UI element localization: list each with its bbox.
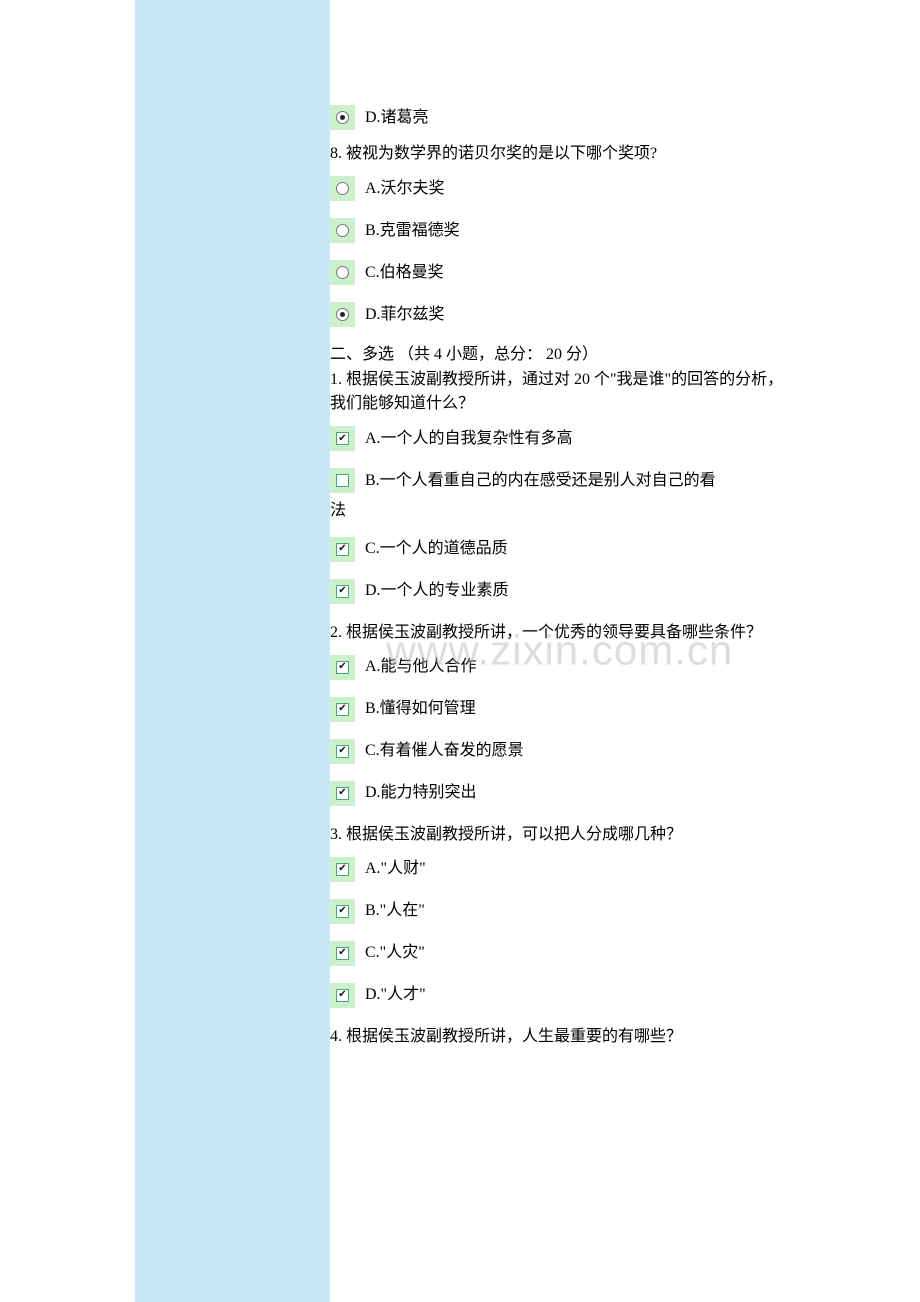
m1-option-a[interactable]: ✔ A.一个人的自我复杂性有多高 xyxy=(330,426,789,451)
radio-icon xyxy=(330,176,355,201)
checkbox-icon: ✔ xyxy=(330,655,355,680)
checkbox-icon xyxy=(330,468,355,493)
m1-option-b[interactable]: B.一个人看重自己的内在感受还是别人对自己的看 xyxy=(330,468,789,493)
option-label: C.有着催人奋发的愿景 xyxy=(365,740,524,763)
section2-title: 二、多选 （共 4 小题，总分： 20 分） xyxy=(330,344,789,366)
option-label: D."人才" xyxy=(365,984,426,1007)
m1-option-d[interactable]: ✔ D.一个人的专业素质 xyxy=(330,579,789,604)
checkbox-icon: ✔ xyxy=(330,899,355,924)
radio-icon xyxy=(330,260,355,285)
q8-option-b[interactable]: B.克雷福德奖 xyxy=(330,218,789,243)
m1-text: 1. 根据侯玉波副教授所讲，通过对 20 个"我是谁"的回答的分析，我们能够知道… xyxy=(330,368,789,416)
option-label: B."人在" xyxy=(365,900,425,923)
option-label: D.菲尔兹奖 xyxy=(365,304,445,327)
option-label: D.能力特别突出 xyxy=(365,782,477,805)
m1-option-c[interactable]: ✔ C.一个人的道德品质 xyxy=(330,537,789,562)
option-label: C."人灾" xyxy=(365,942,425,965)
q8-option-c[interactable]: C.伯格曼奖 xyxy=(330,260,789,285)
m2-option-b[interactable]: ✔ B.懂得如何管理 xyxy=(330,697,789,722)
q8-option-d[interactable]: D.菲尔兹奖 xyxy=(330,302,789,327)
m3-option-b[interactable]: ✔ B."人在" xyxy=(330,899,789,924)
m1-option-b-cont: 法 xyxy=(330,497,789,524)
radio-icon xyxy=(330,302,355,327)
m3-option-a[interactable]: ✔ A."人财" xyxy=(330,857,789,882)
radio-icon xyxy=(330,105,355,130)
checkbox-icon: ✔ xyxy=(330,857,355,882)
m2-option-c[interactable]: ✔ C.有着催人奋发的愿景 xyxy=(330,739,789,764)
option-label: D.一个人的专业素质 xyxy=(365,580,509,603)
m3-option-d[interactable]: ✔ D."人才" xyxy=(330,983,789,1008)
option-label: A.能与他人合作 xyxy=(365,656,477,679)
sidebar-panel xyxy=(135,0,330,1302)
m2-option-d[interactable]: ✔ D.能力特别突出 xyxy=(330,781,789,806)
q8-text: 8. 被视为数学界的诺贝尔奖的是以下哪个奖项? xyxy=(330,142,789,166)
checkbox-icon: ✔ xyxy=(330,697,355,722)
option-label: B.懂得如何管理 xyxy=(365,698,476,721)
checkbox-icon: ✔ xyxy=(330,426,355,451)
checkbox-icon: ✔ xyxy=(330,941,355,966)
radio-icon xyxy=(330,218,355,243)
option-label: D.诸葛亮 xyxy=(365,107,429,130)
option-label: A.沃尔夫奖 xyxy=(365,178,445,201)
checkbox-icon: ✔ xyxy=(330,781,355,806)
m3-option-c[interactable]: ✔ C."人灾" xyxy=(330,941,789,966)
q8-option-a[interactable]: A.沃尔夫奖 xyxy=(330,176,789,201)
option-label: B.克雷福德奖 xyxy=(365,220,460,243)
m2-option-a[interactable]: ✔ A.能与他人合作 xyxy=(330,655,789,680)
option-label: A.一个人的自我复杂性有多高 xyxy=(365,428,573,451)
m3-text: 3. 根据侯玉波副教授所讲，可以把人分成哪几种？ xyxy=(330,823,789,847)
content-column: www.zixin.com.cn D.诸葛亮 8. 被视为数学界的诺贝尔奖的是以… xyxy=(330,0,789,1302)
option-label: B.一个人看重自己的内在感受还是别人对自己的看 xyxy=(365,470,716,493)
option-label: C.一个人的道德品质 xyxy=(365,538,508,561)
checkbox-icon: ✔ xyxy=(330,537,355,562)
checkbox-icon: ✔ xyxy=(330,983,355,1008)
option-label: C.伯格曼奖 xyxy=(365,262,444,285)
m2-text: 2. 根据侯玉波副教授所讲，一个优秀的领导要具备哪些条件？ xyxy=(330,621,789,645)
option-label: A."人财" xyxy=(365,858,426,881)
checkbox-icon: ✔ xyxy=(330,739,355,764)
m4-text: 4. 根据侯玉波副教授所讲，人生最重要的有哪些？ xyxy=(330,1025,789,1049)
q7-option-d[interactable]: D.诸葛亮 xyxy=(330,105,789,130)
checkbox-icon: ✔ xyxy=(330,579,355,604)
